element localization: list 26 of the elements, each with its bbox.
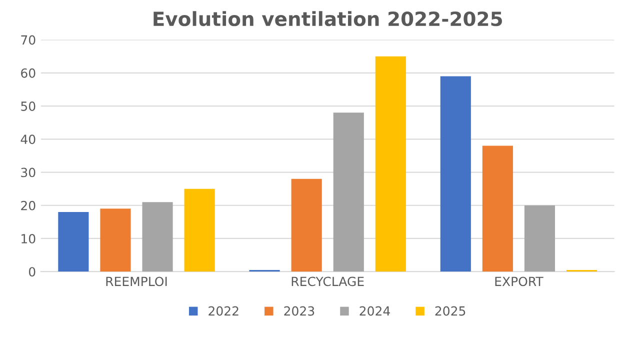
y-tick-label: 70 [21,35,36,45]
y-tick-label: 20 [21,200,36,210]
y-tick-label: 40 [20,134,36,144]
y-tick-label: 50 [21,101,36,111]
bar [440,76,471,272]
bar [100,208,131,272]
bar [333,112,364,272]
bar [375,56,406,272]
bar [184,188,215,272]
bar [142,202,173,272]
x-tick-label: REEMPLOI [106,276,167,286]
y-tick-label: 60 [21,68,36,78]
bar [291,178,322,272]
y-tick-label: 0 [28,267,36,277]
bar [524,205,556,272]
x-tick-label: EXPORT [495,276,544,286]
bar [58,212,89,272]
legend-label: 2022 [208,306,238,316]
y-tick-label: 30 [21,168,36,178]
chart-title: Evolution ventilation 2022-2025 [154,11,502,26]
y-tick-label: 10 [22,234,36,244]
legend-label: 2025 [435,306,466,316]
legend-label: 2023 [284,306,314,316]
x-tick-label: RECYCLAGE [292,276,364,286]
legend-label: 2024 [360,306,390,316]
bar [482,146,513,272]
